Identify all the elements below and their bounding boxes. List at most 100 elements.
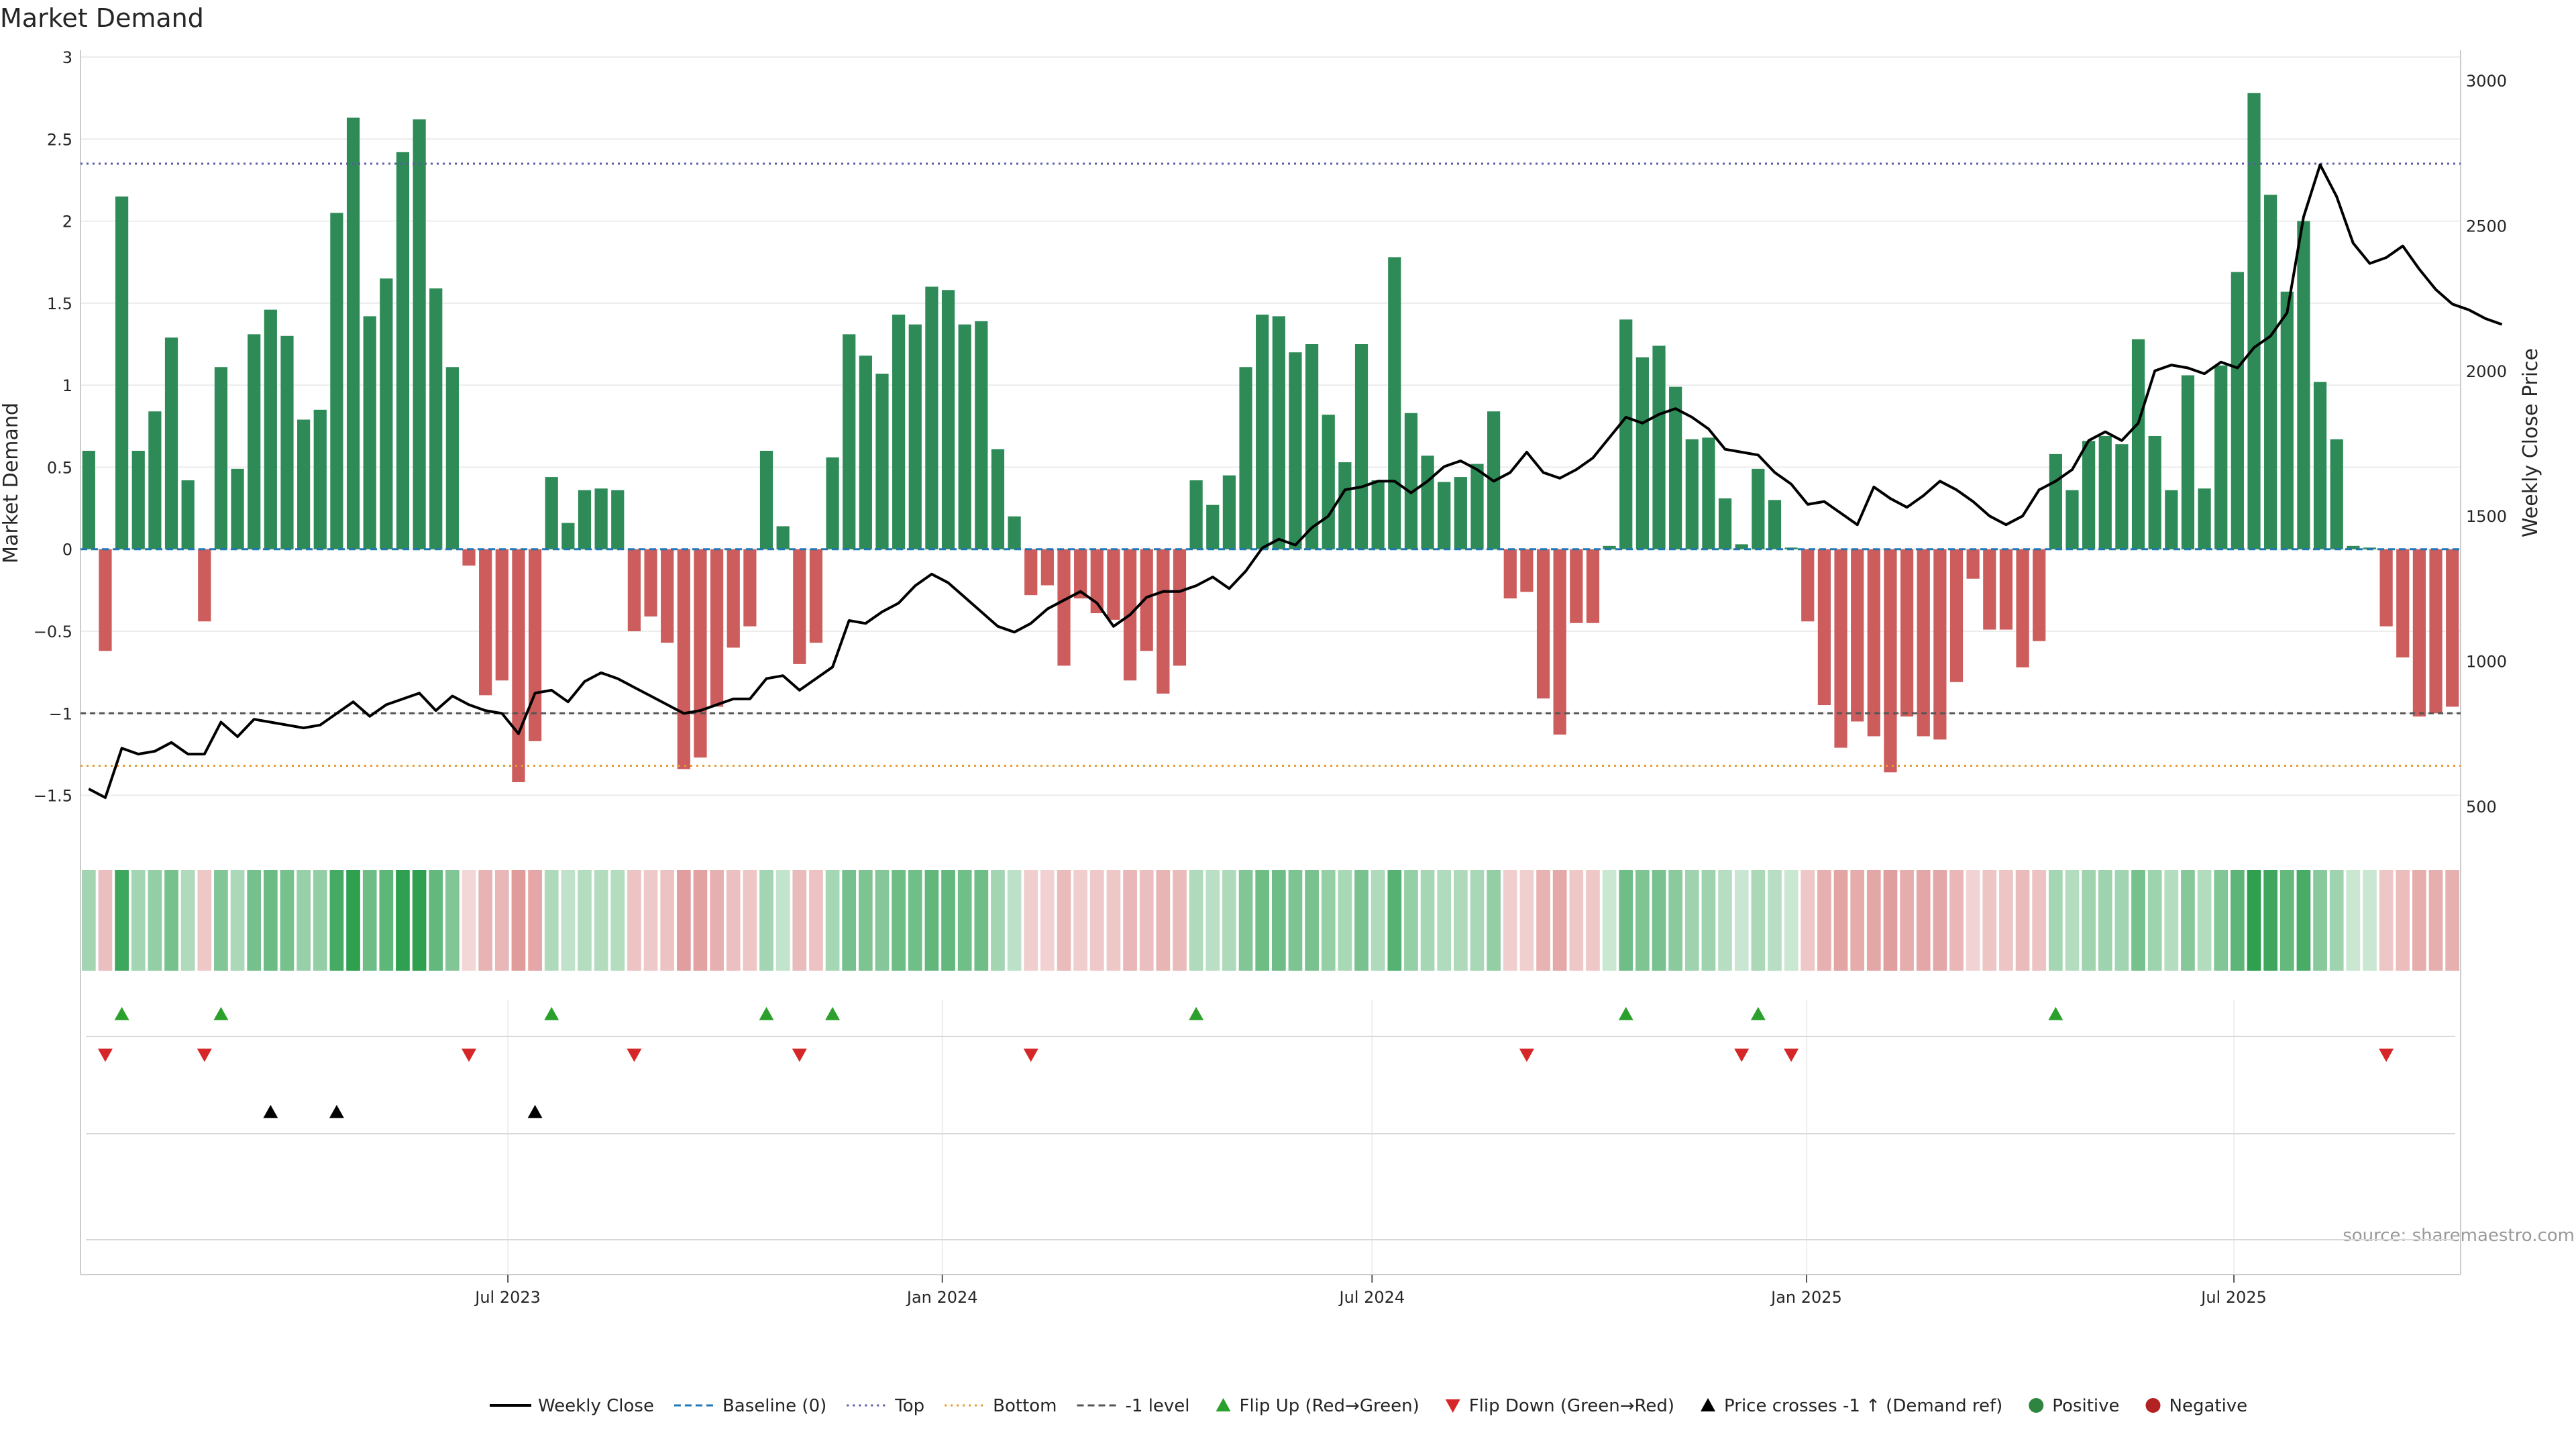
positive-demand-bar [561,523,575,549]
heat-strip-cell [230,870,245,971]
heat-strip-cell [379,870,394,971]
negative-demand-bar [2016,549,2029,667]
flip-down-marker [1734,1049,1750,1062]
heat-strip-cell [2231,870,2245,971]
heat-strip-cell [1024,870,1038,971]
heat-strip-cell [627,870,641,971]
heat-strip-cell [2296,870,2311,971]
heat-strip-cell [1949,870,1964,971]
flip-down-marker [1784,1049,1799,1062]
positive-demand-bar [82,450,95,549]
positive-demand-bar [1322,415,1335,549]
heat-strip-cell [1866,870,1881,971]
positive-demand-bar [611,490,625,549]
positive-demand-bar [1239,367,1252,549]
positive-demand-bar [1222,475,1236,549]
heat-strip-cell [1569,870,1584,971]
heat-strip-cell [263,870,278,971]
heat-strip-cell [924,870,939,971]
positive-demand-bar [2165,490,2178,549]
positive-demand-bar [2098,435,2112,549]
heat-strip-cell [1850,870,1865,971]
reference-lines [80,162,2461,767]
heat-strip-cell [1684,870,1699,971]
positive-demand-bar [2330,439,2343,549]
legend-swatch [2029,1398,2044,1413]
heat-strip-cell [1338,870,1352,971]
flip-down-marker [462,1049,477,1062]
heat-strip-cell [941,870,955,971]
negative-demand-bar [627,549,641,631]
heat-strip-cell [2346,870,2361,971]
heat-strip-cell [1552,870,1567,971]
heat-strip-cell [1536,870,1550,971]
heat-strip-cell [1007,870,1022,971]
heat-strip-cell [775,870,790,971]
positive-demand-bar [131,450,145,549]
positive-demand-bar [1371,480,1385,549]
heat-strip-cell [1288,870,1303,971]
y2-tick-label: 2500 [2466,217,2507,235]
positive-demand-bar [1338,462,1352,549]
heat-strip-cell [578,870,592,971]
legend-swatch [2145,1398,2161,1413]
positive-demand-bar [875,374,889,549]
heat-strip-cell [544,870,559,971]
positive-demand-bar [1635,357,1649,549]
negative-demand-bar [1867,549,1880,737]
heat-strip-cell [1751,870,1766,971]
heat-strip-cell [1966,870,1980,971]
legend-label: -1 level [1126,1396,1190,1416]
heat-strip-cell [164,870,178,971]
positive-demand-bar [380,278,393,549]
negative-demand-bar [1107,549,1120,620]
positive-demand-bar [264,309,277,549]
y-tick-label: 0.5 [47,458,72,477]
heat-strip-cell [726,870,741,971]
heat-strip-cell [1833,870,1848,971]
heat-strip-cell [2114,870,2129,971]
source-note: source: sharemaestro.com [2343,1226,2575,1246]
y-tick-label: 0 [62,541,72,559]
heat-strip-cell [346,870,360,971]
demand-heat-strip [81,870,2460,971]
heat-strip-cell [561,870,576,971]
heat-strip-cell [2065,870,2080,971]
heat-strip-cell [2247,870,2261,971]
legend-swatch [1216,1398,1231,1411]
y2-tick-label: 2000 [2466,362,2507,381]
heat-strip-cell [1255,870,1270,971]
heat-strip-cell [2412,870,2426,971]
positive-demand-bar [991,449,1005,549]
y-tick-label: 1 [62,376,72,395]
heat-strip-cell [1801,870,1815,971]
x-tick-label: Jul 2025 [2200,1288,2267,1307]
positive-demand-bar [2214,365,2228,549]
heat-strip-cell [2445,870,2460,971]
signal-markers [97,1007,2394,1118]
positive-demand-bar [545,477,558,549]
negative-demand-bar [2446,549,2459,707]
price-cross-marker [527,1105,543,1118]
heat-strip-cell [957,870,972,971]
heat-strip-cell [1271,870,1286,971]
positive-demand-bar [908,324,922,549]
heat-strip-cell [759,870,773,971]
heat-strip-cell [1586,870,1600,971]
demand-bars [80,93,2461,782]
negative-demand-bar [1900,549,1914,717]
negative-demand-bar [2033,549,2046,641]
negative-demand-bar [1933,549,1947,740]
y2-tick-label: 3000 [2466,72,2507,91]
heat-strip-cell [1371,870,1385,971]
negative-demand-bar [1090,549,1104,614]
heat-strip-cell [1305,870,1319,971]
positive-demand-bar [1008,516,1021,549]
legend-label: Baseline (0) [722,1396,826,1416]
heat-strip-cell [1503,870,1517,971]
negative-demand-bar [1586,549,1600,623]
heat-strip-cell [2197,870,2212,971]
positive-demand-bar [1752,468,1765,549]
heat-strip-cell [610,870,625,971]
positive-demand-bar [941,290,955,549]
